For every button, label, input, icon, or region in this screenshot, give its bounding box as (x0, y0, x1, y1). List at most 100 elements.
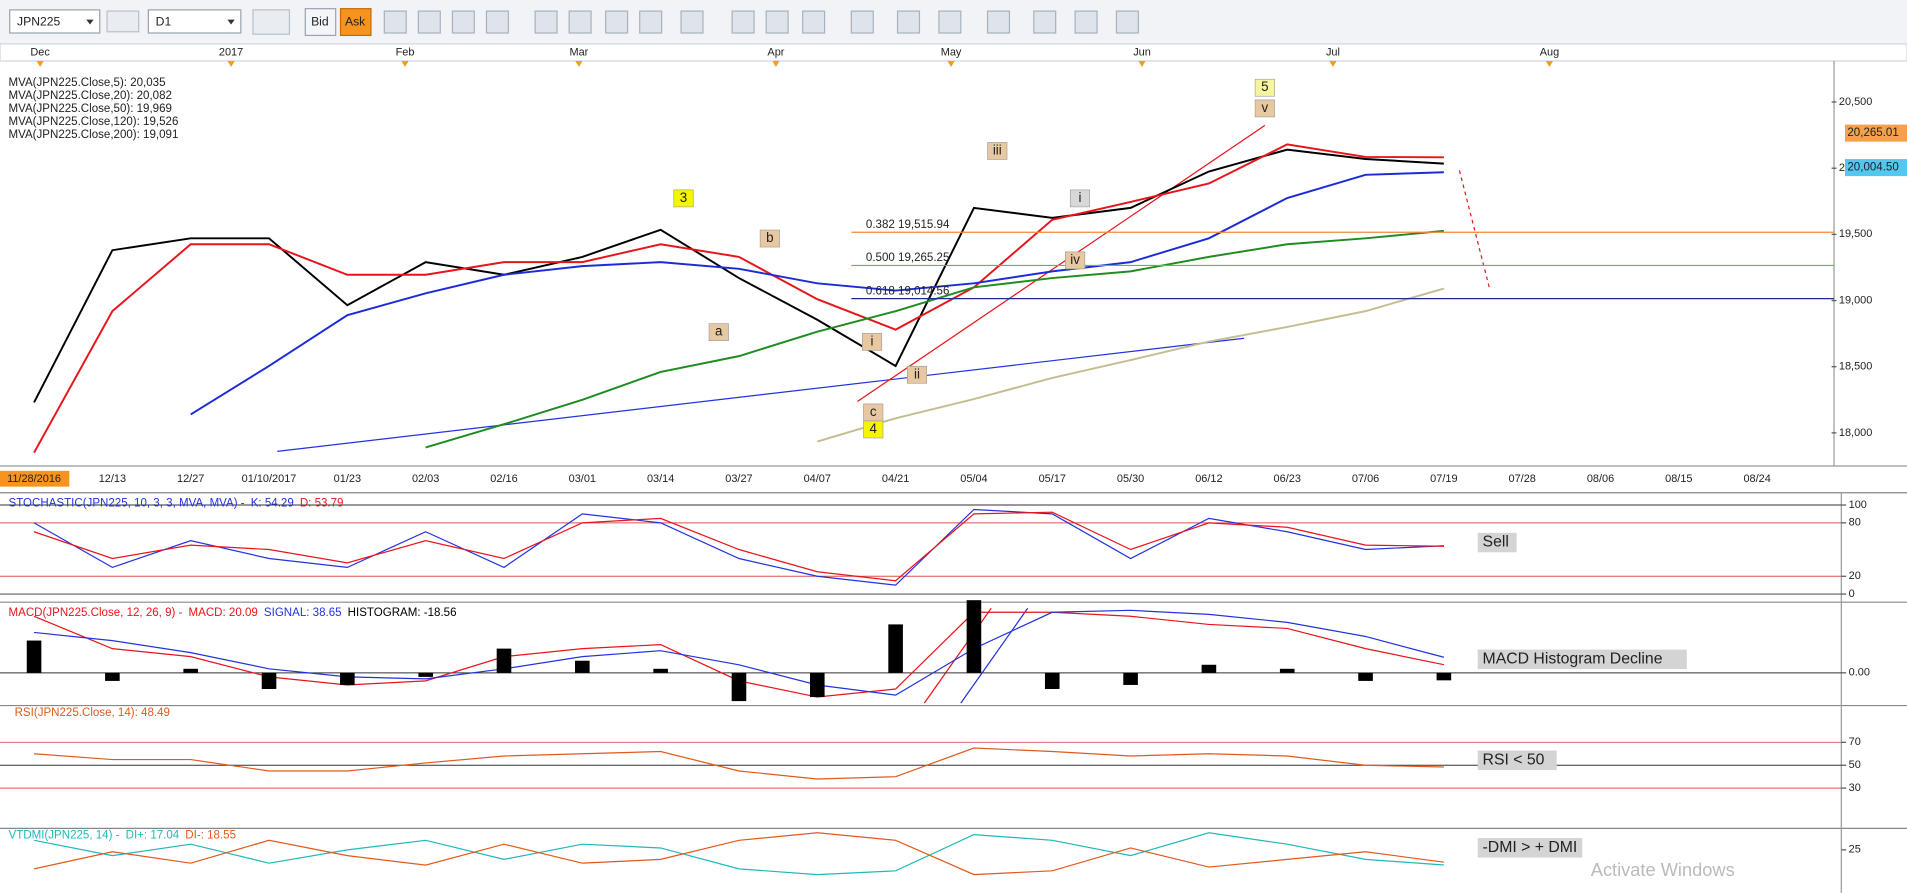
trend-line (857, 124, 1266, 403)
watermark: Activate Windows (1591, 859, 1735, 880)
legend-entry: DI-: 18.55 (185, 830, 236, 842)
fib-label: 0.500 19,265.25 (866, 252, 949, 264)
wave-label-box (759, 229, 780, 248)
y-tick-label: 20 (1849, 570, 1861, 582)
wave-label-box (708, 323, 729, 341)
symbol-select[interactable] (9, 9, 101, 34)
indicator-title: MACD(JPN225.Close, 12, 26, 9) - (9, 607, 183, 619)
bid-button[interactable] (304, 8, 337, 37)
x-tick-label: 07/28 (1509, 473, 1536, 485)
symbol: JPN225 (17, 14, 60, 28)
histogram-bar (1201, 664, 1217, 673)
tool-button[interactable] (106, 10, 140, 33)
y-tick-label: 18,000 (1839, 427, 1872, 439)
projection-line (1458, 170, 1491, 290)
wave-label-box (863, 420, 884, 439)
x-tick-label: 03/14 (647, 473, 674, 485)
x-tick-label: 08/06 (1587, 473, 1614, 485)
histogram-bar (1358, 672, 1373, 681)
y-tick-label: 80 (1849, 517, 1861, 529)
month-marker (947, 60, 955, 68)
fib-label: 0.382 19,515.94 (866, 219, 950, 231)
x-tick-label: 11/28/2016 (7, 473, 61, 485)
month-label: May (941, 46, 962, 58)
legend: STOCHASTIC(JPN225, 10, 3, 3, MVA, MVA) -… (9, 498, 344, 510)
x-tick-label: 05/17 (1039, 473, 1066, 485)
signal-box (1477, 750, 1557, 771)
x-tick-label: 05/04 (960, 473, 987, 485)
series-line (33, 832, 1444, 876)
signal-box (1477, 649, 1687, 670)
x-tick-label: 03/27 (725, 473, 752, 485)
month-marker (1138, 60, 1146, 68)
tool-button[interactable] (252, 9, 291, 35)
histogram-bar (340, 672, 355, 685)
signal-box (1477, 532, 1517, 553)
month-label: 2017 (219, 46, 243, 58)
legend-entry: MVA(JPN225.Close,200): 19,091 (9, 129, 179, 141)
timeframe-select[interactable] (147, 9, 242, 34)
ask-button[interactable] (339, 8, 372, 37)
wave-label-box (1254, 78, 1275, 97)
wave-label-box (987, 142, 1008, 160)
ask-label: Ask (345, 14, 366, 28)
series-line (33, 511, 1444, 582)
month-marker (401, 60, 409, 68)
wave-label: i (1079, 190, 1082, 205)
wave-label-box (1254, 99, 1275, 118)
month-label: Aug (1540, 46, 1559, 58)
y-tick-label: 20,500 (1839, 96, 1872, 108)
y-tick-label: 19,000 (1839, 294, 1872, 306)
dropdown-arrow (227, 19, 235, 25)
signal-label: MACD Histogram Decline (1483, 651, 1663, 668)
legend: RSI(JPN225.Close, 14): 48.49 (15, 707, 170, 719)
bid-label: Bid (311, 14, 329, 28)
x-tick-label: 08/24 (1743, 473, 1770, 485)
x-tick-label: 01/10/2017 (242, 473, 297, 485)
legend-entry: MVA(JPN225.Close,50): 19,969 (9, 103, 172, 115)
month-marker (36, 60, 44, 68)
legend-entry: HISTOGRAM: -18.56 (348, 607, 457, 619)
trend-line (277, 337, 1245, 452)
legend-entry: MACD: 20.09 (189, 607, 258, 619)
wave-label: iii (993, 142, 1002, 157)
y-tick-label: 25 (1849, 844, 1861, 856)
month-marker (1545, 60, 1554, 68)
legend-entry: MVA(JPN225.Close,5): 20,035 (9, 77, 166, 89)
histogram-bar (1279, 668, 1295, 673)
legend-entry: RSI(JPN225.Close, 14): 48.49 (15, 707, 170, 719)
wave-label-box (673, 189, 694, 208)
y-tick-label: 30 (1849, 782, 1861, 794)
wave-label: i (871, 333, 874, 348)
month-label: Feb (396, 46, 415, 58)
fib-label: 0.618 19,014.56 (866, 285, 949, 297)
y-tick-label: 70 (1849, 736, 1861, 748)
histogram-bar (183, 668, 198, 673)
x-tick-label: 04/07 (804, 473, 831, 485)
series-line (817, 287, 1445, 443)
wave-label: iv (1070, 252, 1080, 267)
histogram-bar (575, 660, 590, 673)
series-line (190, 171, 1444, 416)
wave-label: a (715, 324, 723, 339)
legend-entry: D: 53.79 (300, 498, 344, 510)
month-label: Jun (1133, 46, 1151, 58)
histogram-bar (261, 672, 277, 689)
wave-label-box (906, 365, 928, 384)
series-line (33, 143, 1444, 454)
wave-label: v (1262, 100, 1269, 115)
series-line (425, 229, 1444, 449)
histogram-bar (888, 624, 903, 673)
legend-entry: DI+: 17.04 (126, 830, 180, 842)
histogram-bar (26, 640, 42, 673)
wave-label-box (861, 333, 883, 351)
indicator-title: STOCHASTIC(JPN225, 10, 3, 3, MVA, MVA) - (9, 498, 245, 510)
wave-label: c (870, 404, 877, 419)
histogram-bar (966, 600, 982, 673)
x-tick-label: 07/19 (1430, 473, 1457, 485)
month-label: Apr (767, 46, 784, 58)
month-marker (1329, 60, 1337, 68)
series-line (34, 747, 1444, 780)
series-line (33, 609, 1445, 696)
